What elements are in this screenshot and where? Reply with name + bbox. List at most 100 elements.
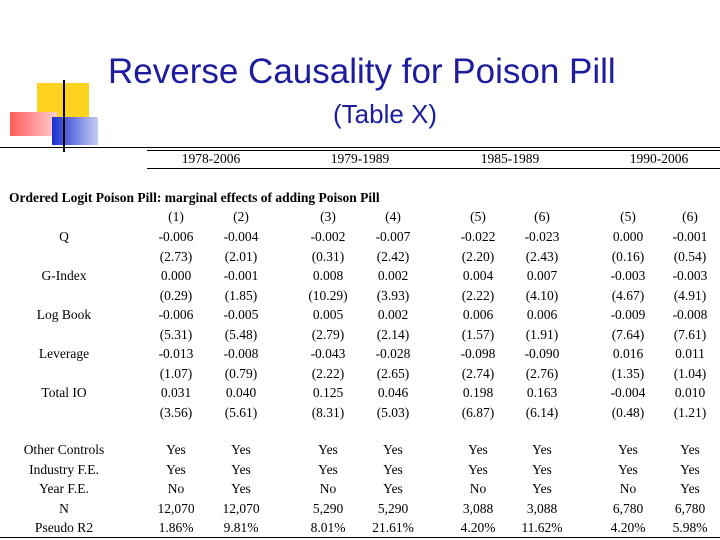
coefficient-cell: 0.125 — [312, 385, 344, 400]
coefficient-cell: 0.005 — [312, 307, 344, 322]
decorative-blue-square — [52, 117, 98, 145]
footer-cell: 8.01% — [310, 520, 346, 535]
t-stat-cell: (10.29) — [308, 287, 348, 303]
coefficient-cell: -0.028 — [375, 346, 411, 361]
footer-cell: Yes — [231, 481, 251, 496]
footer-cell: No — [319, 481, 337, 496]
footer-cell: 3,088 — [462, 500, 494, 516]
section-title: Ordered Logit Poison Pill: marginal effe… — [9, 190, 380, 205]
footer-cell: 5,290 — [312, 500, 344, 516]
t-stat-cell: (2.01) — [224, 248, 258, 264]
t-stat-cell: (2.14) — [376, 326, 410, 342]
footer-cell: Yes — [231, 461, 251, 477]
coefficient-cell: -0.009 — [610, 307, 646, 322]
row-label: Log Book — [36, 307, 92, 322]
footer-cell: No — [619, 481, 637, 496]
t-stat-cell: (1.91) — [525, 326, 559, 342]
t-stat-cell: (2.73) — [159, 248, 193, 264]
footer-row-label: Industry F.E. — [29, 461, 99, 477]
footer-cell: 1.86% — [158, 520, 194, 535]
t-stat-cell: (1.35) — [611, 365, 645, 381]
footer-cell: 5,290 — [377, 500, 409, 516]
footer-cell: Yes — [680, 461, 700, 477]
t-stat-cell: (2.79) — [311, 326, 345, 342]
footer-cell: Yes — [680, 481, 700, 496]
coefficient-cell: -0.008 — [672, 307, 708, 322]
decorative-red-bar — [10, 112, 57, 136]
coefficient-cell: -0.001 — [672, 229, 708, 244]
period-header: 1990-2006 — [629, 151, 689, 166]
t-stat-cell: (2.22) — [311, 365, 345, 381]
footer-cell: 21.61% — [372, 520, 414, 535]
t-stat-cell: (7.61) — [673, 326, 707, 342]
coefficient-cell: 0.006 — [526, 307, 558, 322]
footer-cell: 12,070 — [222, 500, 260, 516]
t-stat-cell: (0.16) — [611, 248, 645, 264]
t-stat-cell: (5.61) — [224, 404, 258, 420]
t-stat-cell: (2.42) — [376, 248, 410, 264]
period-header: 1979-1989 — [330, 151, 390, 166]
row-label: Total IO — [41, 385, 87, 400]
coefficient-cell: 0.006 — [462, 307, 494, 322]
coefficient-cell: -0.043 — [310, 346, 346, 361]
coefficient-cell: 0.011 — [675, 346, 705, 361]
coefficient-cell: -0.004 — [223, 229, 259, 244]
row-label: Leverage — [38, 346, 90, 361]
table-rule — [0, 537, 720, 538]
decorative-vertical-line — [63, 80, 65, 152]
footer-cell: Yes — [618, 442, 638, 457]
column-number-header: (4) — [385, 209, 401, 224]
t-stat-cell: (4.91) — [673, 287, 707, 303]
t-stat-cell: (5.48) — [224, 326, 258, 342]
period-header: 1978-2006 — [181, 151, 241, 166]
coefficient-cell: -0.098 — [460, 346, 496, 361]
footer-cell: Yes — [532, 442, 552, 457]
coefficient-cell: -0.090 — [524, 346, 560, 361]
coefficient-cell: -0.008 — [223, 346, 259, 361]
t-stat-cell: (2.22) — [461, 287, 495, 303]
t-stat-cell: (2.43) — [525, 248, 559, 264]
t-stat-cell: (2.65) — [376, 365, 410, 381]
coefficient-cell: -0.006 — [158, 307, 194, 322]
t-stat-cell: (0.31) — [311, 248, 345, 264]
coefficient-cell: 0.198 — [462, 385, 494, 400]
column-number-header: (2) — [233, 209, 249, 224]
coefficient-cell: -0.007 — [375, 229, 411, 244]
t-stat-cell: (0.79) — [224, 365, 258, 381]
t-stat-cell: (1.04) — [673, 365, 707, 381]
coefficient-cell: 0.031 — [160, 385, 192, 400]
t-stat-cell: (6.14) — [525, 404, 559, 420]
footer-cell: 4.20% — [610, 520, 646, 535]
footer-cell: Yes — [383, 461, 403, 477]
footer-cell: Yes — [618, 461, 638, 477]
coefficient-cell: 0.002 — [377, 307, 409, 322]
coefficient-cell: -0.001 — [223, 268, 259, 283]
coefficient-cell: 0.008 — [312, 268, 344, 283]
slide-title: Reverse Causality for Poison Pill — [108, 52, 616, 91]
t-stat-cell: (1.85) — [224, 287, 258, 303]
t-stat-cell: (7.64) — [611, 326, 645, 342]
t-stat-cell: (4.10) — [525, 287, 559, 303]
footer-cell: Yes — [383, 442, 403, 457]
footer-cell: 6,780 — [674, 500, 706, 516]
footer-cell: 4.20% — [460, 520, 496, 535]
coefficient-cell: 0.163 — [526, 385, 558, 400]
coefficient-cell: -0.003 — [610, 268, 646, 283]
column-number-header: (3) — [320, 209, 336, 224]
t-stat-cell: (5.03) — [376, 404, 410, 420]
t-stat-cell: (0.54) — [673, 248, 707, 264]
title-divider-line — [0, 147, 720, 148]
table-rule — [147, 168, 720, 169]
coefficient-cell: 0.046 — [377, 385, 409, 400]
t-stat-cell: (6.87) — [461, 404, 495, 420]
t-stat-cell: (0.48) — [611, 404, 645, 420]
coefficient-cell: 0.016 — [612, 346, 644, 361]
footer-cell: Yes — [318, 442, 338, 457]
footer-cell: Yes — [231, 442, 251, 457]
t-stat-cell: (3.93) — [376, 287, 410, 303]
period-header: 1985-1989 — [480, 151, 540, 166]
coefficient-cell: 0.010 — [674, 385, 706, 400]
coefficient-cell: -0.006 — [158, 229, 194, 244]
footer-cell: Yes — [468, 442, 488, 457]
